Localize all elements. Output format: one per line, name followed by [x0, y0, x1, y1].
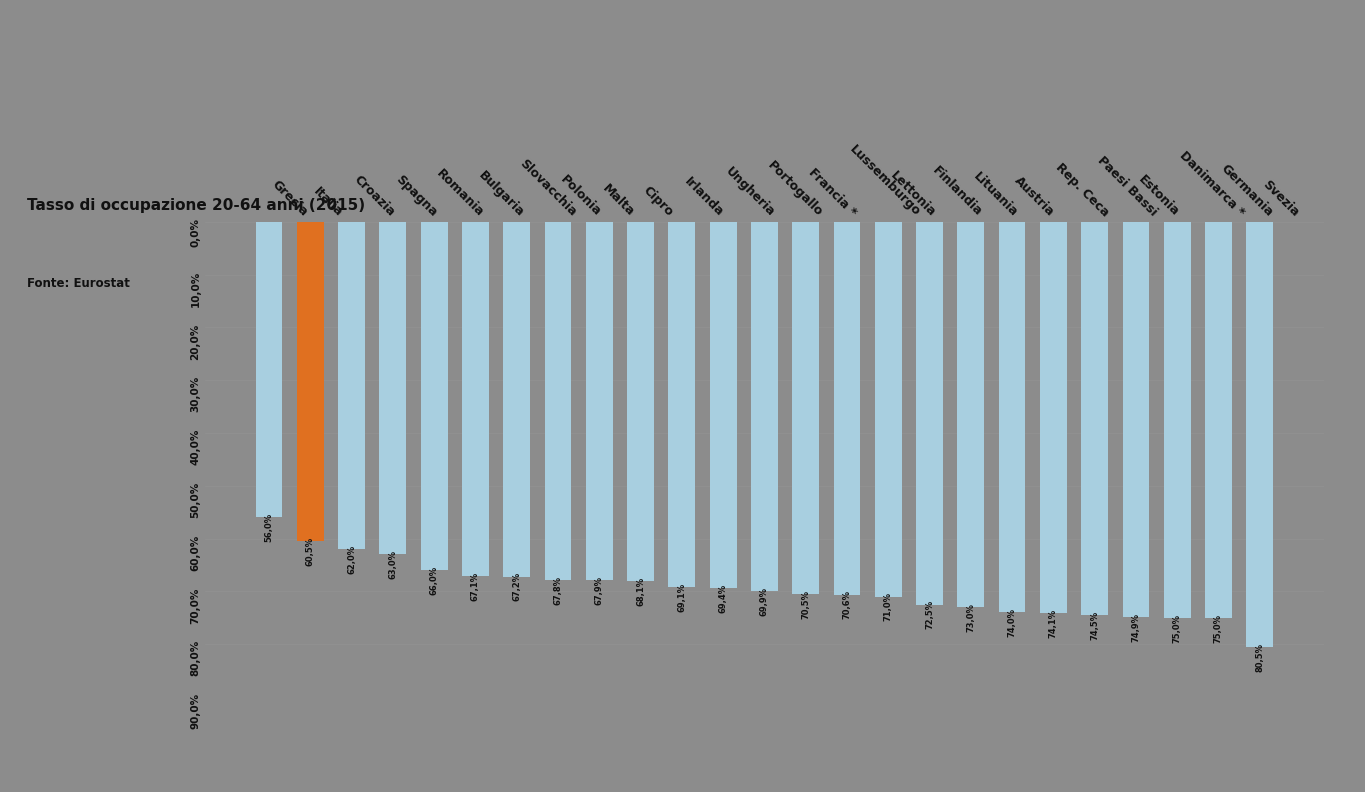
Text: Fonte: Eurostat: Fonte: Eurostat [27, 277, 130, 290]
Text: 67,8%: 67,8% [553, 576, 562, 604]
Bar [1164, 222, 1190, 618]
Text: 67,9%: 67,9% [595, 576, 603, 605]
Bar [298, 222, 324, 541]
Bar [379, 222, 407, 554]
Bar [420, 222, 448, 570]
Text: 72,5%: 72,5% [925, 600, 934, 630]
Bar [1081, 222, 1108, 615]
Text: 56,0%: 56,0% [265, 513, 273, 543]
Text: 62,0%: 62,0% [347, 545, 356, 574]
Text: 67,2%: 67,2% [512, 573, 521, 601]
Bar [999, 222, 1025, 612]
Bar [834, 222, 860, 595]
Text: 69,4%: 69,4% [718, 584, 728, 613]
Bar [875, 222, 902, 596]
Bar [339, 222, 364, 549]
Text: 74,9%: 74,9% [1132, 613, 1140, 642]
Text: Tasso di occupazione 20-64 anni (2015): Tasso di occupazione 20-64 anni (2015) [27, 198, 366, 213]
Bar [957, 222, 984, 607]
Bar [586, 222, 613, 581]
Text: 66,0%: 66,0% [430, 566, 438, 595]
Bar [461, 222, 489, 576]
Text: 74,5%: 74,5% [1091, 611, 1099, 640]
Bar [545, 222, 572, 580]
Text: 75,0%: 75,0% [1213, 614, 1223, 642]
Text: 70,5%: 70,5% [801, 590, 811, 619]
Bar [504, 222, 530, 577]
Text: 60,5%: 60,5% [306, 537, 315, 566]
Bar [1122, 222, 1149, 617]
Text: 69,1%: 69,1% [677, 582, 687, 611]
Bar [627, 222, 654, 581]
Bar [1205, 222, 1231, 618]
Bar [710, 222, 737, 588]
Text: 70,6%: 70,6% [842, 590, 852, 619]
Text: 74,1%: 74,1% [1048, 609, 1058, 638]
Bar [751, 222, 778, 591]
Text: 69,9%: 69,9% [760, 587, 768, 615]
Text: 74,0%: 74,0% [1007, 608, 1017, 638]
Text: 71,0%: 71,0% [883, 592, 893, 622]
Text: 67,1%: 67,1% [471, 572, 480, 601]
Bar [255, 222, 283, 517]
Bar [792, 222, 819, 594]
Bar [1246, 222, 1274, 647]
Bar [669, 222, 695, 587]
Text: 80,5%: 80,5% [1256, 642, 1264, 672]
Bar [1040, 222, 1067, 613]
Bar [916, 222, 943, 604]
Text: 68,1%: 68,1% [636, 577, 646, 606]
Text: 63,0%: 63,0% [389, 550, 397, 579]
Text: 73,0%: 73,0% [966, 603, 976, 632]
Text: 75,0%: 75,0% [1173, 614, 1182, 642]
